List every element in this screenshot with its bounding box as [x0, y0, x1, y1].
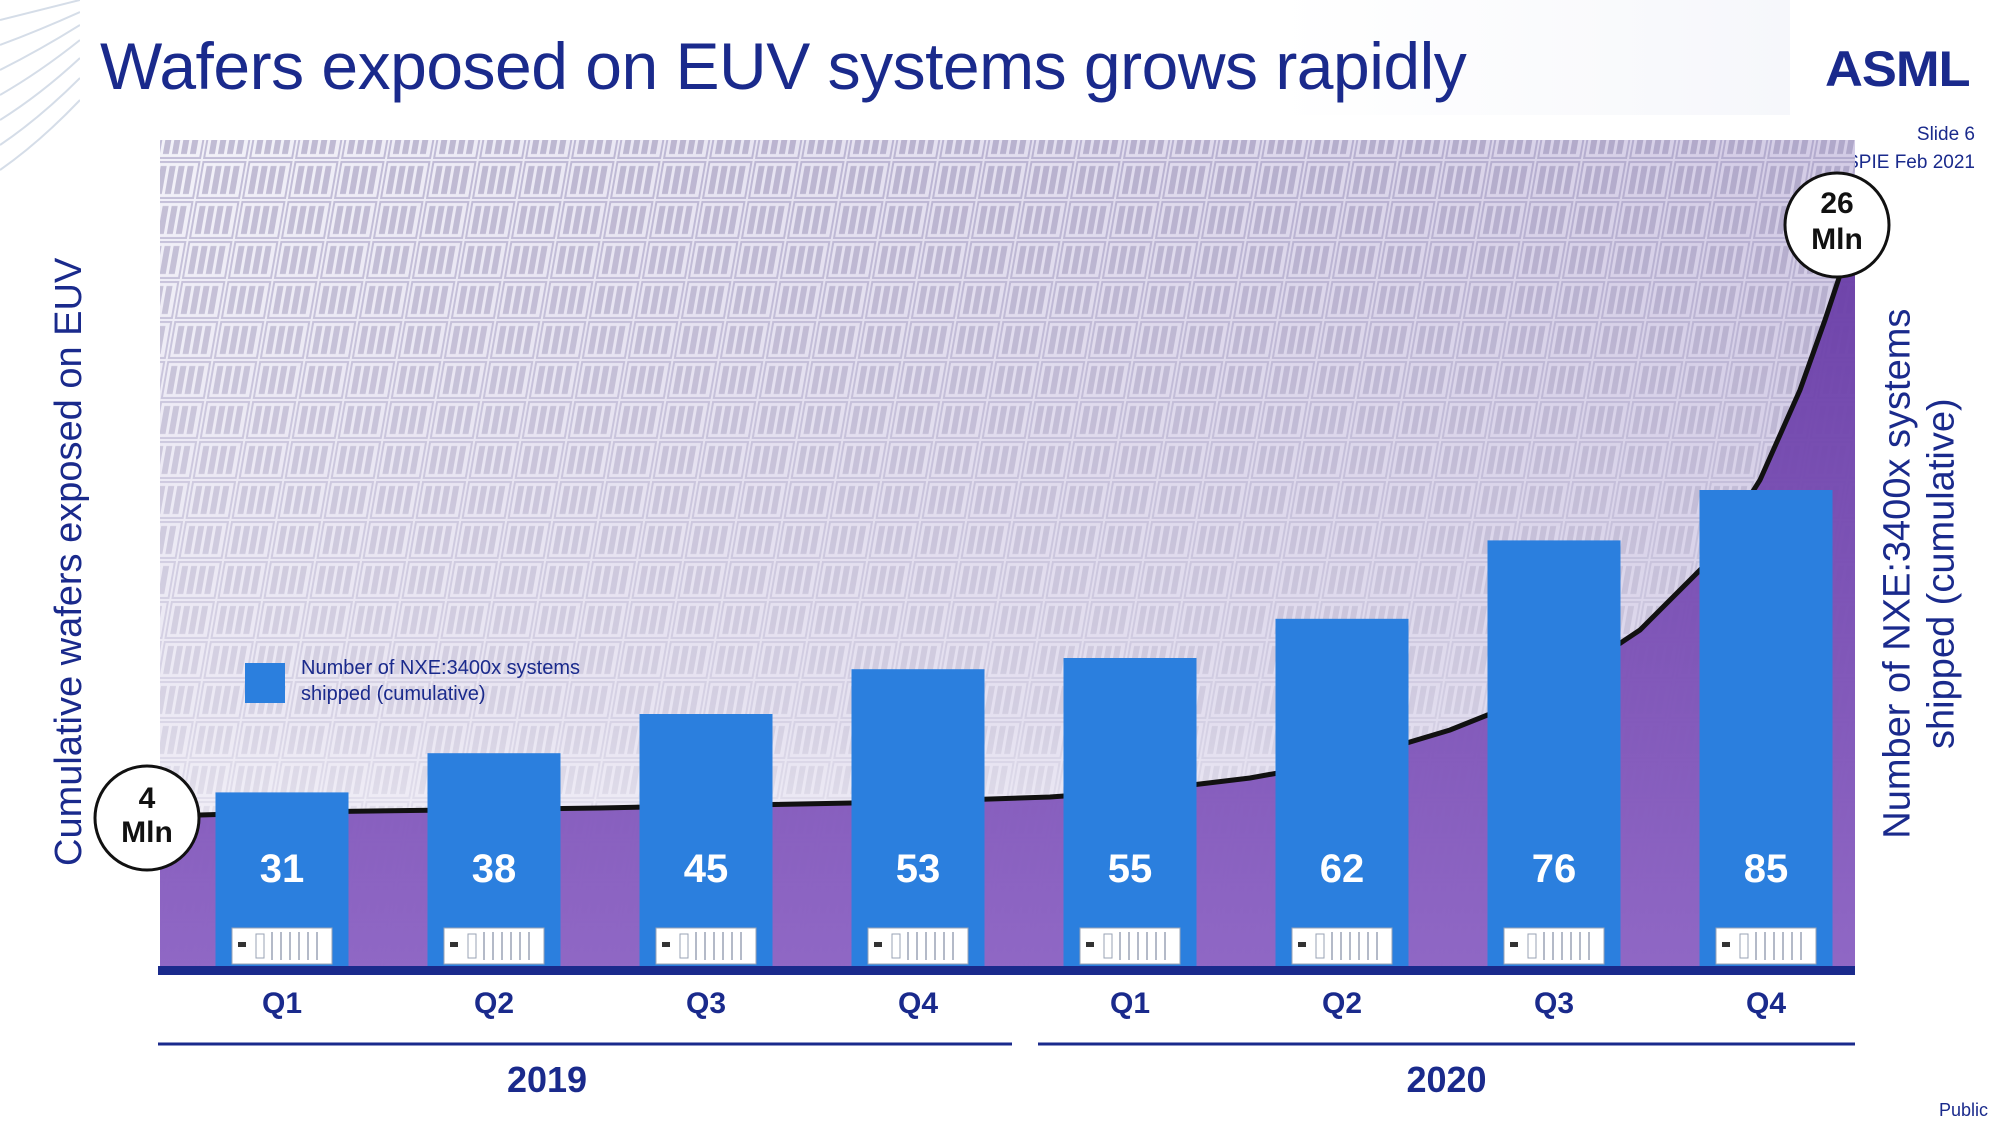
bar-6 — [1275, 618, 1409, 966]
legend-label-line-1: Number of NXE:3400x systems — [301, 657, 580, 679]
event-date: SPIE Feb 2021 — [1846, 152, 1975, 173]
slide-number: Slide 6 — [1916, 124, 1975, 145]
bar-7 — [1487, 540, 1621, 966]
start-value-unit: Mln — [121, 816, 173, 849]
bar-value-label-8: 85 — [1744, 847, 1789, 891]
end-value-bubble: 26 Mln — [1783, 171, 1891, 279]
legend-label: Number of NXE:3400x systems shipped (cum… — [301, 655, 631, 707]
bar-value-label-7: 76 — [1532, 847, 1577, 891]
bar-3 — [639, 714, 773, 966]
group-label-2020: 2020 — [1406, 1059, 1486, 1100]
bar-value-label-2: 38 — [472, 847, 517, 891]
start-value-bubble: 4 Mln — [93, 764, 201, 872]
x-tick-label-7: Q3 — [1534, 987, 1574, 1020]
title-banner — [80, 0, 1790, 115]
slide-title: Wafers exposed on EUV systems grows rapi… — [100, 29, 1467, 103]
legend-label-line-2: shipped (cumulative) — [301, 683, 486, 705]
bar-value-label-1: 31 — [260, 847, 305, 891]
bar-8 — [1699, 490, 1833, 966]
x-tick-label-4: Q4 — [898, 987, 938, 1020]
x-axis-line — [158, 966, 1855, 975]
y-axis-left-title: Cumulative wafers exposed on EUV — [48, 257, 91, 866]
decorative-rays — [0, 0, 80, 200]
x-tick-label-8: Q4 — [1746, 987, 1786, 1020]
end-value-number: 26 — [1820, 187, 1853, 220]
bar-5 — [1063, 658, 1197, 966]
x-tick-label-5: Q1 — [1110, 987, 1150, 1020]
system-icon-2 — [443, 927, 545, 965]
y-axis-right-title-line-1: Number of NXE:3400x systems — [1876, 308, 1919, 839]
bar-value-label-4: 53 — [896, 847, 941, 891]
x-tick-label-3: Q3 — [686, 987, 726, 1020]
y-axis-right-title-line-2: shipped (cumulative) — [1920, 398, 1962, 749]
x-tick-label-6: Q2 — [1322, 987, 1362, 1020]
system-icon-1 — [231, 927, 333, 965]
x-tick-label-2: Q2 — [474, 987, 514, 1020]
bar-value-label-3: 45 — [684, 847, 729, 891]
y-axis-right-title: Number of NXE:3400x systems shipped (cum… — [1876, 294, 1963, 854]
system-icon-7 — [1503, 927, 1605, 965]
group-label-2019: 2019 — [507, 1059, 587, 1100]
wafers-area — [160, 275, 1855, 966]
x-tick-label-1: Q1 — [262, 987, 302, 1020]
bar-value-label-6: 62 — [1320, 847, 1365, 891]
system-icon-8 — [1715, 927, 1817, 965]
system-icon-4 — [867, 927, 969, 965]
classification-label: Public — [1938, 1100, 1988, 1120]
bar-value-label-5: 55 — [1108, 847, 1153, 891]
system-icon-5 — [1079, 927, 1181, 965]
system-icon-3 — [655, 927, 757, 965]
legend: Number of NXE:3400x systems shipped (cum… — [245, 655, 631, 707]
start-value-number: 4 — [139, 782, 156, 815]
end-value-unit: Mln — [1811, 223, 1863, 256]
asml-logo: ASML — [1825, 41, 1971, 97]
legend-swatch — [245, 663, 285, 703]
system-icon-6 — [1291, 927, 1393, 965]
bar-4 — [851, 669, 985, 966]
